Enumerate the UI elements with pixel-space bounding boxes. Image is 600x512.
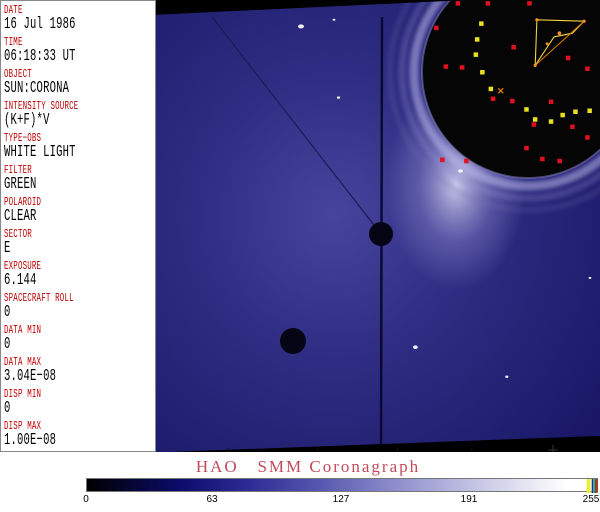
svg-text:✕: ✕	[497, 87, 505, 97]
